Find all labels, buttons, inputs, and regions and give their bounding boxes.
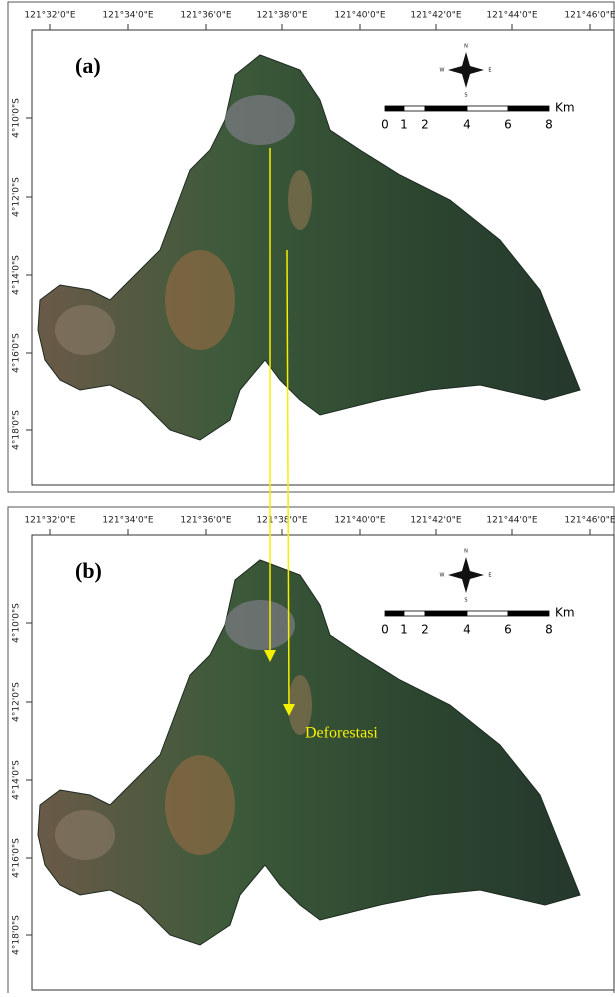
scale-label: 1: [400, 623, 408, 637]
panel-label: (a): [75, 53, 101, 78]
scale-label: 1: [400, 118, 408, 132]
panels: 121°32'0"E 121°34'0"E 121°36'0"E 121°38'0"E…: [8, 2, 615, 993]
lon-label: 121°42'0"E: [410, 11, 461, 21]
scale-label: 0: [381, 623, 389, 637]
lon-label: 121°32'0"E: [24, 516, 75, 526]
scale-label: 2: [421, 118, 429, 132]
lon-label: 121°40'0"E: [334, 11, 385, 21]
scale-segment: [508, 106, 549, 111]
lat-label: 4°14'0"S: [12, 255, 22, 295]
lat-label: 4°16'0"S: [12, 333, 22, 373]
compass-letter: S: [464, 598, 467, 604]
scale-label: 8: [545, 118, 553, 132]
scale-segment: [404, 611, 425, 616]
compass-letter: W: [440, 68, 445, 74]
scale-segment: [425, 106, 467, 111]
compass-letter: N: [464, 549, 468, 555]
map-panel: 121°32'0"E 121°34'0"E 121°36'0"E 121°38'0"E…: [8, 2, 615, 492]
lon-label: 121°42'0"E: [410, 516, 461, 526]
map-figure: 121°32'0"E 121°34'0"E 121°36'0"E 121°38'0"E…: [0, 0, 615, 993]
lon-label: 121°32'0"E: [24, 11, 75, 21]
scale-unit: Km: [555, 101, 575, 115]
lat-label: 4°14'0"S: [12, 760, 22, 800]
scale-segment: [385, 106, 404, 111]
scale-unit: Km: [555, 606, 575, 620]
lat-label: 4°12'0"S: [12, 682, 22, 722]
lon-label: 121°36'0"E: [180, 516, 231, 526]
compass-letter: N: [464, 44, 468, 50]
lon-label: 121°44'0"E: [486, 516, 537, 526]
compass-letter: E: [488, 573, 491, 579]
scale-segment: [467, 611, 508, 616]
lat-label: 4°10'0"S: [12, 98, 22, 138]
scale-label: 8: [545, 623, 553, 637]
lat-label: 4°18'0"S: [12, 410, 22, 450]
map-panel: 121°32'0"E 121°34'0"E 121°36'0"E 121°38'0"E…: [8, 507, 615, 993]
compass-letter: W: [440, 573, 445, 579]
lon-label: 121°34'0"E: [102, 11, 153, 21]
lon-label: 121°38'0"E: [256, 516, 307, 526]
panel-label: (b): [75, 558, 102, 583]
lat-label: 4°10'0"S: [12, 603, 22, 643]
lon-label: 121°44'0"E: [486, 11, 537, 21]
lon-label: 121°46'0"E: [564, 11, 615, 21]
scale-segment: [425, 611, 467, 616]
scale-label: 4: [463, 623, 471, 637]
scale-label: 6: [504, 118, 512, 132]
lon-label: 121°36'0"E: [180, 11, 231, 21]
scale-segment: [385, 611, 404, 616]
scale-label: 4: [463, 118, 471, 132]
lat-label: 4°12'0"S: [12, 177, 22, 217]
scale-label: 0: [381, 118, 389, 132]
compass-letter: S: [464, 93, 467, 99]
scale-segment: [404, 106, 425, 111]
scale-segment: [467, 106, 508, 111]
lon-label: 121°38'0"E: [256, 11, 307, 21]
scale-segment: [508, 611, 549, 616]
annotation: Deforestasi: [305, 725, 378, 742]
lat-label: 4°16'0"S: [12, 838, 22, 878]
compass-letter: E: [488, 68, 491, 74]
lon-label: 121°34'0"E: [102, 516, 153, 526]
scale-label: 2: [421, 623, 429, 637]
lon-label: 121°40'0"E: [334, 516, 385, 526]
lat-label: 4°18'0"S: [12, 915, 22, 955]
scale-label: 6: [504, 623, 512, 637]
lon-label: 121°46'0"E: [564, 516, 615, 526]
